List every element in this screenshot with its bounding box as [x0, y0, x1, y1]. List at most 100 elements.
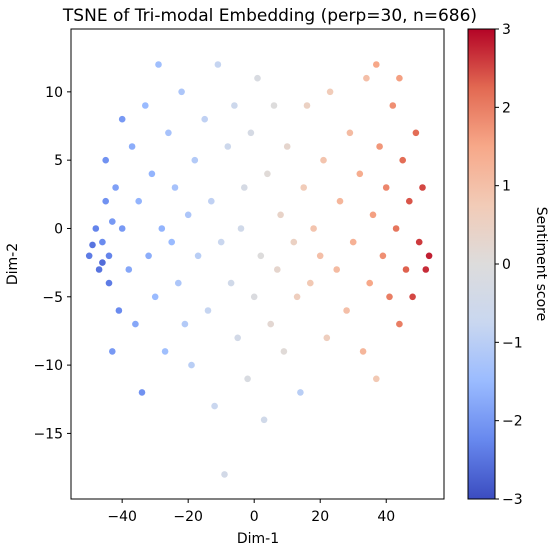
- scatter-point: [257, 252, 265, 260]
- scatter-point: [194, 252, 202, 260]
- scatter-point: [148, 170, 156, 178]
- scatter-point: [178, 88, 185, 96]
- colorbar-tick-label: 1: [502, 179, 511, 195]
- scatter-point: [85, 252, 93, 260]
- scatter-point: [208, 197, 215, 205]
- x-tick-label: 0: [250, 509, 259, 525]
- scatter-point: [201, 115, 208, 123]
- scatter-point: [188, 361, 195, 369]
- colorbar-strip: [467, 28, 496, 500]
- chart-title: TSNE of Tri-modal Embedding (perp=30, n=…: [62, 6, 477, 26]
- scatter-point: [396, 74, 403, 82]
- scatter-point: [359, 348, 367, 355]
- scatter-points: [85, 61, 433, 478]
- scatter-point: [356, 170, 364, 178]
- y-tick-label: 5: [54, 153, 63, 169]
- scatter-point: [260, 416, 268, 424]
- scatter-point: [214, 61, 222, 68]
- scatter-point: [151, 293, 159, 301]
- scatter-point: [105, 279, 113, 287]
- scatter-point: [402, 266, 410, 273]
- scatter-point: [297, 389, 304, 396]
- y-axis-label: Dim-2: [5, 243, 21, 285]
- scatter-point: [181, 320, 189, 328]
- colorbar-tick-label: 2: [502, 100, 511, 116]
- scatter-point: [138, 389, 146, 396]
- x-tick-label: 40: [377, 509, 395, 525]
- scatter-point: [161, 348, 169, 355]
- colorbar: −3 −2 −1 0 1 2 3 Sentiment score: [467, 22, 549, 508]
- scatter-point: [389, 102, 397, 109]
- scatter-point: [250, 293, 258, 301]
- scatter-point: [373, 375, 380, 383]
- scatter-point: [92, 225, 100, 232]
- colorbar-tick-label: 0: [502, 257, 511, 273]
- scatter-point: [363, 74, 370, 82]
- scatter-point: [102, 197, 109, 205]
- scatter-point: [307, 279, 314, 287]
- scatter-point: [99, 259, 106, 266]
- scatter-point: [415, 238, 423, 246]
- scatter-point: [310, 225, 317, 232]
- colorbar-tick-label: −2: [502, 414, 523, 430]
- scatter-point: [109, 218, 116, 225]
- scatter-point: [300, 184, 308, 191]
- scatter-point: [231, 102, 238, 109]
- scatter-point: [373, 61, 380, 68]
- scatter-point: [346, 129, 354, 137]
- scatter-point: [247, 129, 255, 137]
- scatter-point: [264, 170, 271, 178]
- scatter-point: [270, 102, 278, 109]
- scatter-point: [237, 225, 245, 232]
- scatter-point: [280, 348, 288, 355]
- y-axis: −15 −10 −5 0 5 10: [33, 85, 71, 442]
- scatter-point: [184, 211, 192, 219]
- scatter-point: [326, 88, 334, 96]
- scatter-point: [419, 184, 426, 191]
- scatter-point: [336, 197, 344, 205]
- scatter-point: [158, 225, 166, 232]
- scatter-point: [366, 279, 374, 287]
- scatter-point: [112, 184, 119, 191]
- scatter-point: [277, 211, 284, 219]
- scatter-point: [425, 252, 433, 260]
- scatter-point: [234, 334, 241, 342]
- scatter-point: [211, 402, 218, 410]
- scatter-point: [392, 225, 400, 232]
- y-tick-label: 10: [45, 85, 63, 101]
- scatter-point: [422, 266, 430, 273]
- y-tick-label: 0: [54, 221, 63, 237]
- scatter-point: [135, 197, 142, 205]
- scatter-point: [89, 241, 96, 249]
- scatter-point: [333, 266, 341, 273]
- scatter-point: [145, 252, 152, 260]
- scatter-point: [303, 102, 311, 109]
- y-tick-label: −5: [42, 290, 63, 306]
- scatter-point: [386, 293, 393, 301]
- scatter-point: [95, 266, 103, 273]
- scatter-point: [115, 307, 123, 314]
- scatter-point: [290, 238, 298, 246]
- scatter-point: [224, 143, 232, 150]
- x-tick-label: −20: [173, 509, 203, 525]
- scatter-point: [217, 238, 225, 246]
- scatter-point: [399, 156, 407, 164]
- scatter-point: [320, 156, 327, 164]
- x-tick-label: 20: [311, 509, 329, 525]
- y-tick-label: −10: [33, 358, 63, 374]
- scatter-point: [118, 225, 126, 232]
- scatter-point: [293, 293, 301, 301]
- scatter-point: [323, 334, 331, 342]
- scatter-point: [396, 320, 403, 328]
- x-axis-label: Dim-1: [237, 531, 279, 547]
- colorbar-tick-label: 3: [502, 22, 511, 38]
- scatter-point: [155, 61, 162, 68]
- scatter-point: [267, 320, 275, 328]
- scatter-point: [369, 211, 377, 219]
- x-tick-label: −40: [107, 509, 137, 525]
- scatter-point: [191, 156, 199, 164]
- colorbar-label: Sentiment score: [533, 207, 549, 321]
- scatter-point: [412, 129, 420, 137]
- scatter-point: [165, 129, 172, 137]
